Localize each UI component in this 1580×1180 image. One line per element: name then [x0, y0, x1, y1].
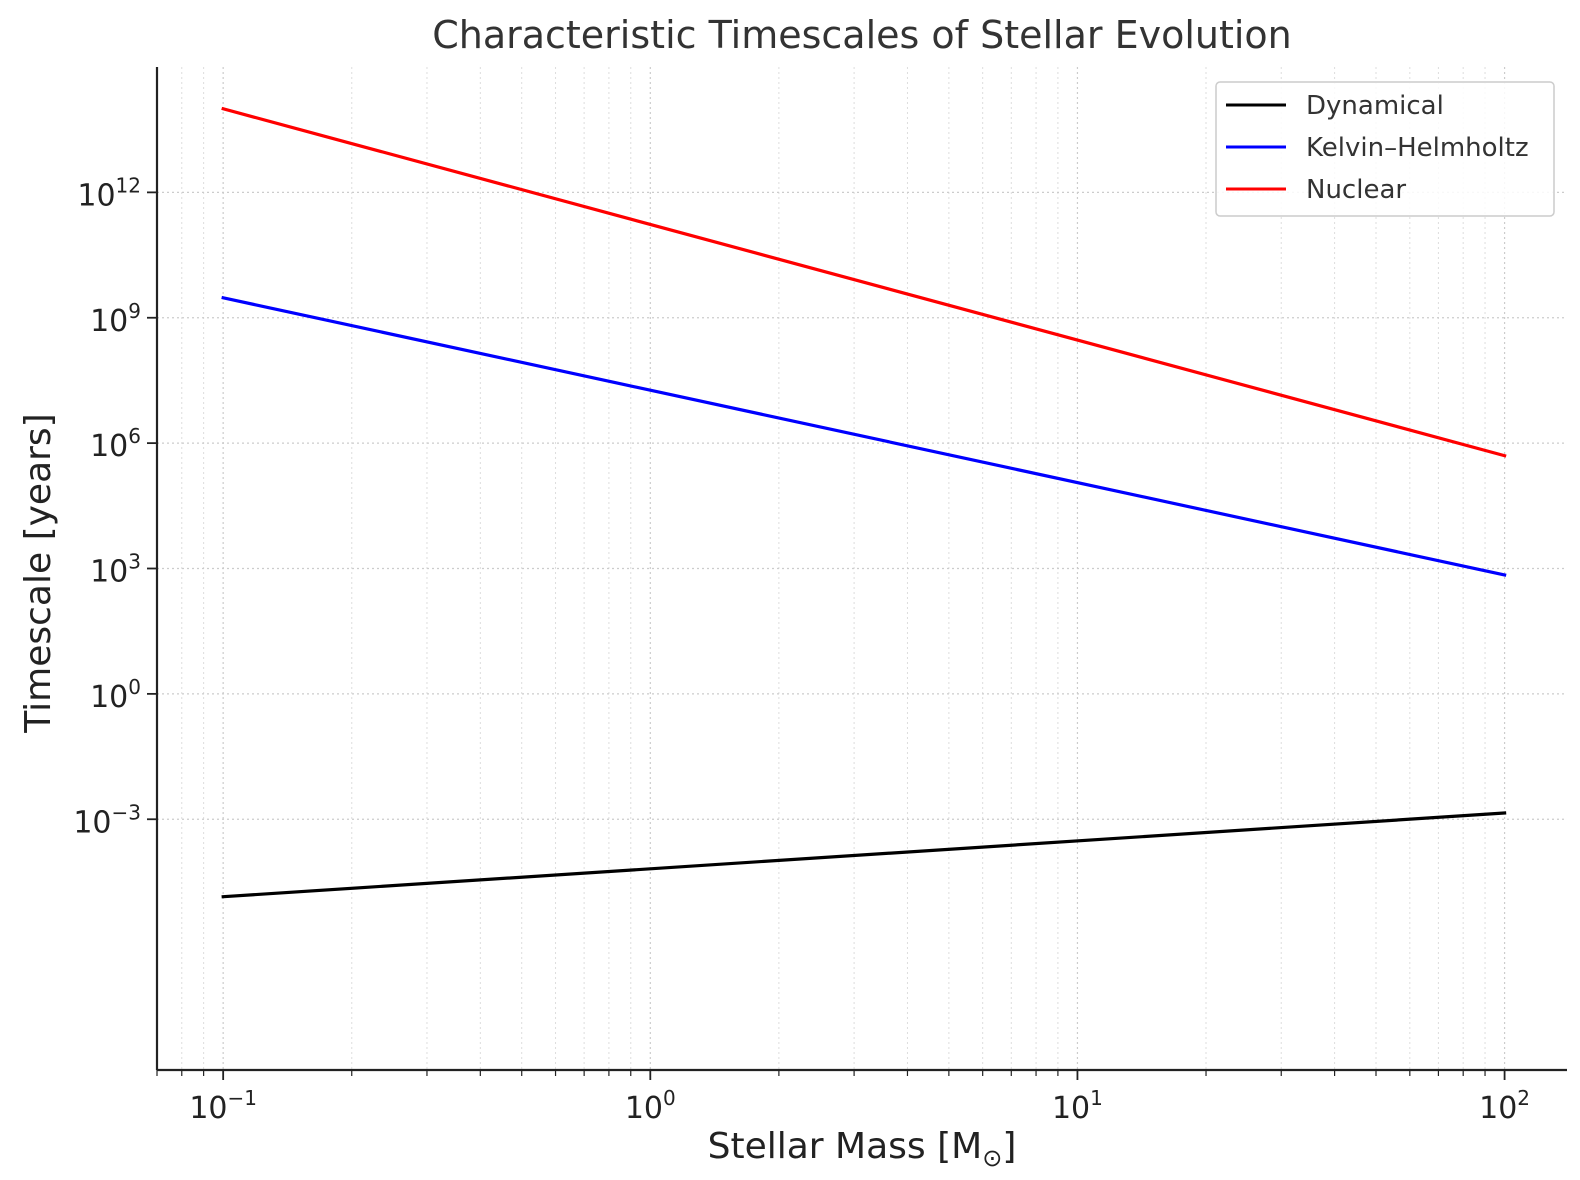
chart-title: Characteristic Timescales of Stellar Evo… [432, 13, 1292, 57]
x-tick-label: 102 [1479, 1086, 1530, 1126]
x-tick-label: 101 [1052, 1086, 1103, 1126]
series-line-nuclear [221, 106, 1507, 458]
legend-label-nuclear: Nuclear [1306, 175, 1406, 205]
series-line-kelvin-helmholtz [221, 295, 1507, 577]
series-line-dynamical [221, 811, 1507, 899]
grid [156, 67, 1567, 1070]
y-tick-label: 1012 [77, 173, 141, 213]
tick-labels: 10−1 100 101 102 1012 109 106 103 100 10−3 [73, 173, 1530, 1126]
y-tick-label: 10−3 [73, 800, 141, 840]
legend: Dynamical Kelvin–Helmholtz Nuclear [1215, 81, 1555, 217]
y-tick-label: 100 [90, 675, 141, 715]
x-tick-label: 10−1 [189, 1086, 257, 1126]
y-tick-label: 103 [90, 550, 141, 590]
y-tick-label: 109 [90, 299, 141, 339]
ticks [147, 191, 1506, 1080]
y-tick-label: 106 [90, 424, 141, 464]
y-axis-label: Timescale [years] [18, 413, 59, 733]
legend-label-kelvin-helmholtz: Kelvin–Helmholtz [1306, 133, 1529, 163]
x-tick-label: 100 [625, 1086, 676, 1126]
x-axis-label: Stellar Mass [M⊙] [708, 1126, 1017, 1172]
series-lines [221, 106, 1507, 899]
legend-frame [1215, 81, 1555, 217]
legend-label-dynamical: Dynamical [1306, 91, 1444, 121]
